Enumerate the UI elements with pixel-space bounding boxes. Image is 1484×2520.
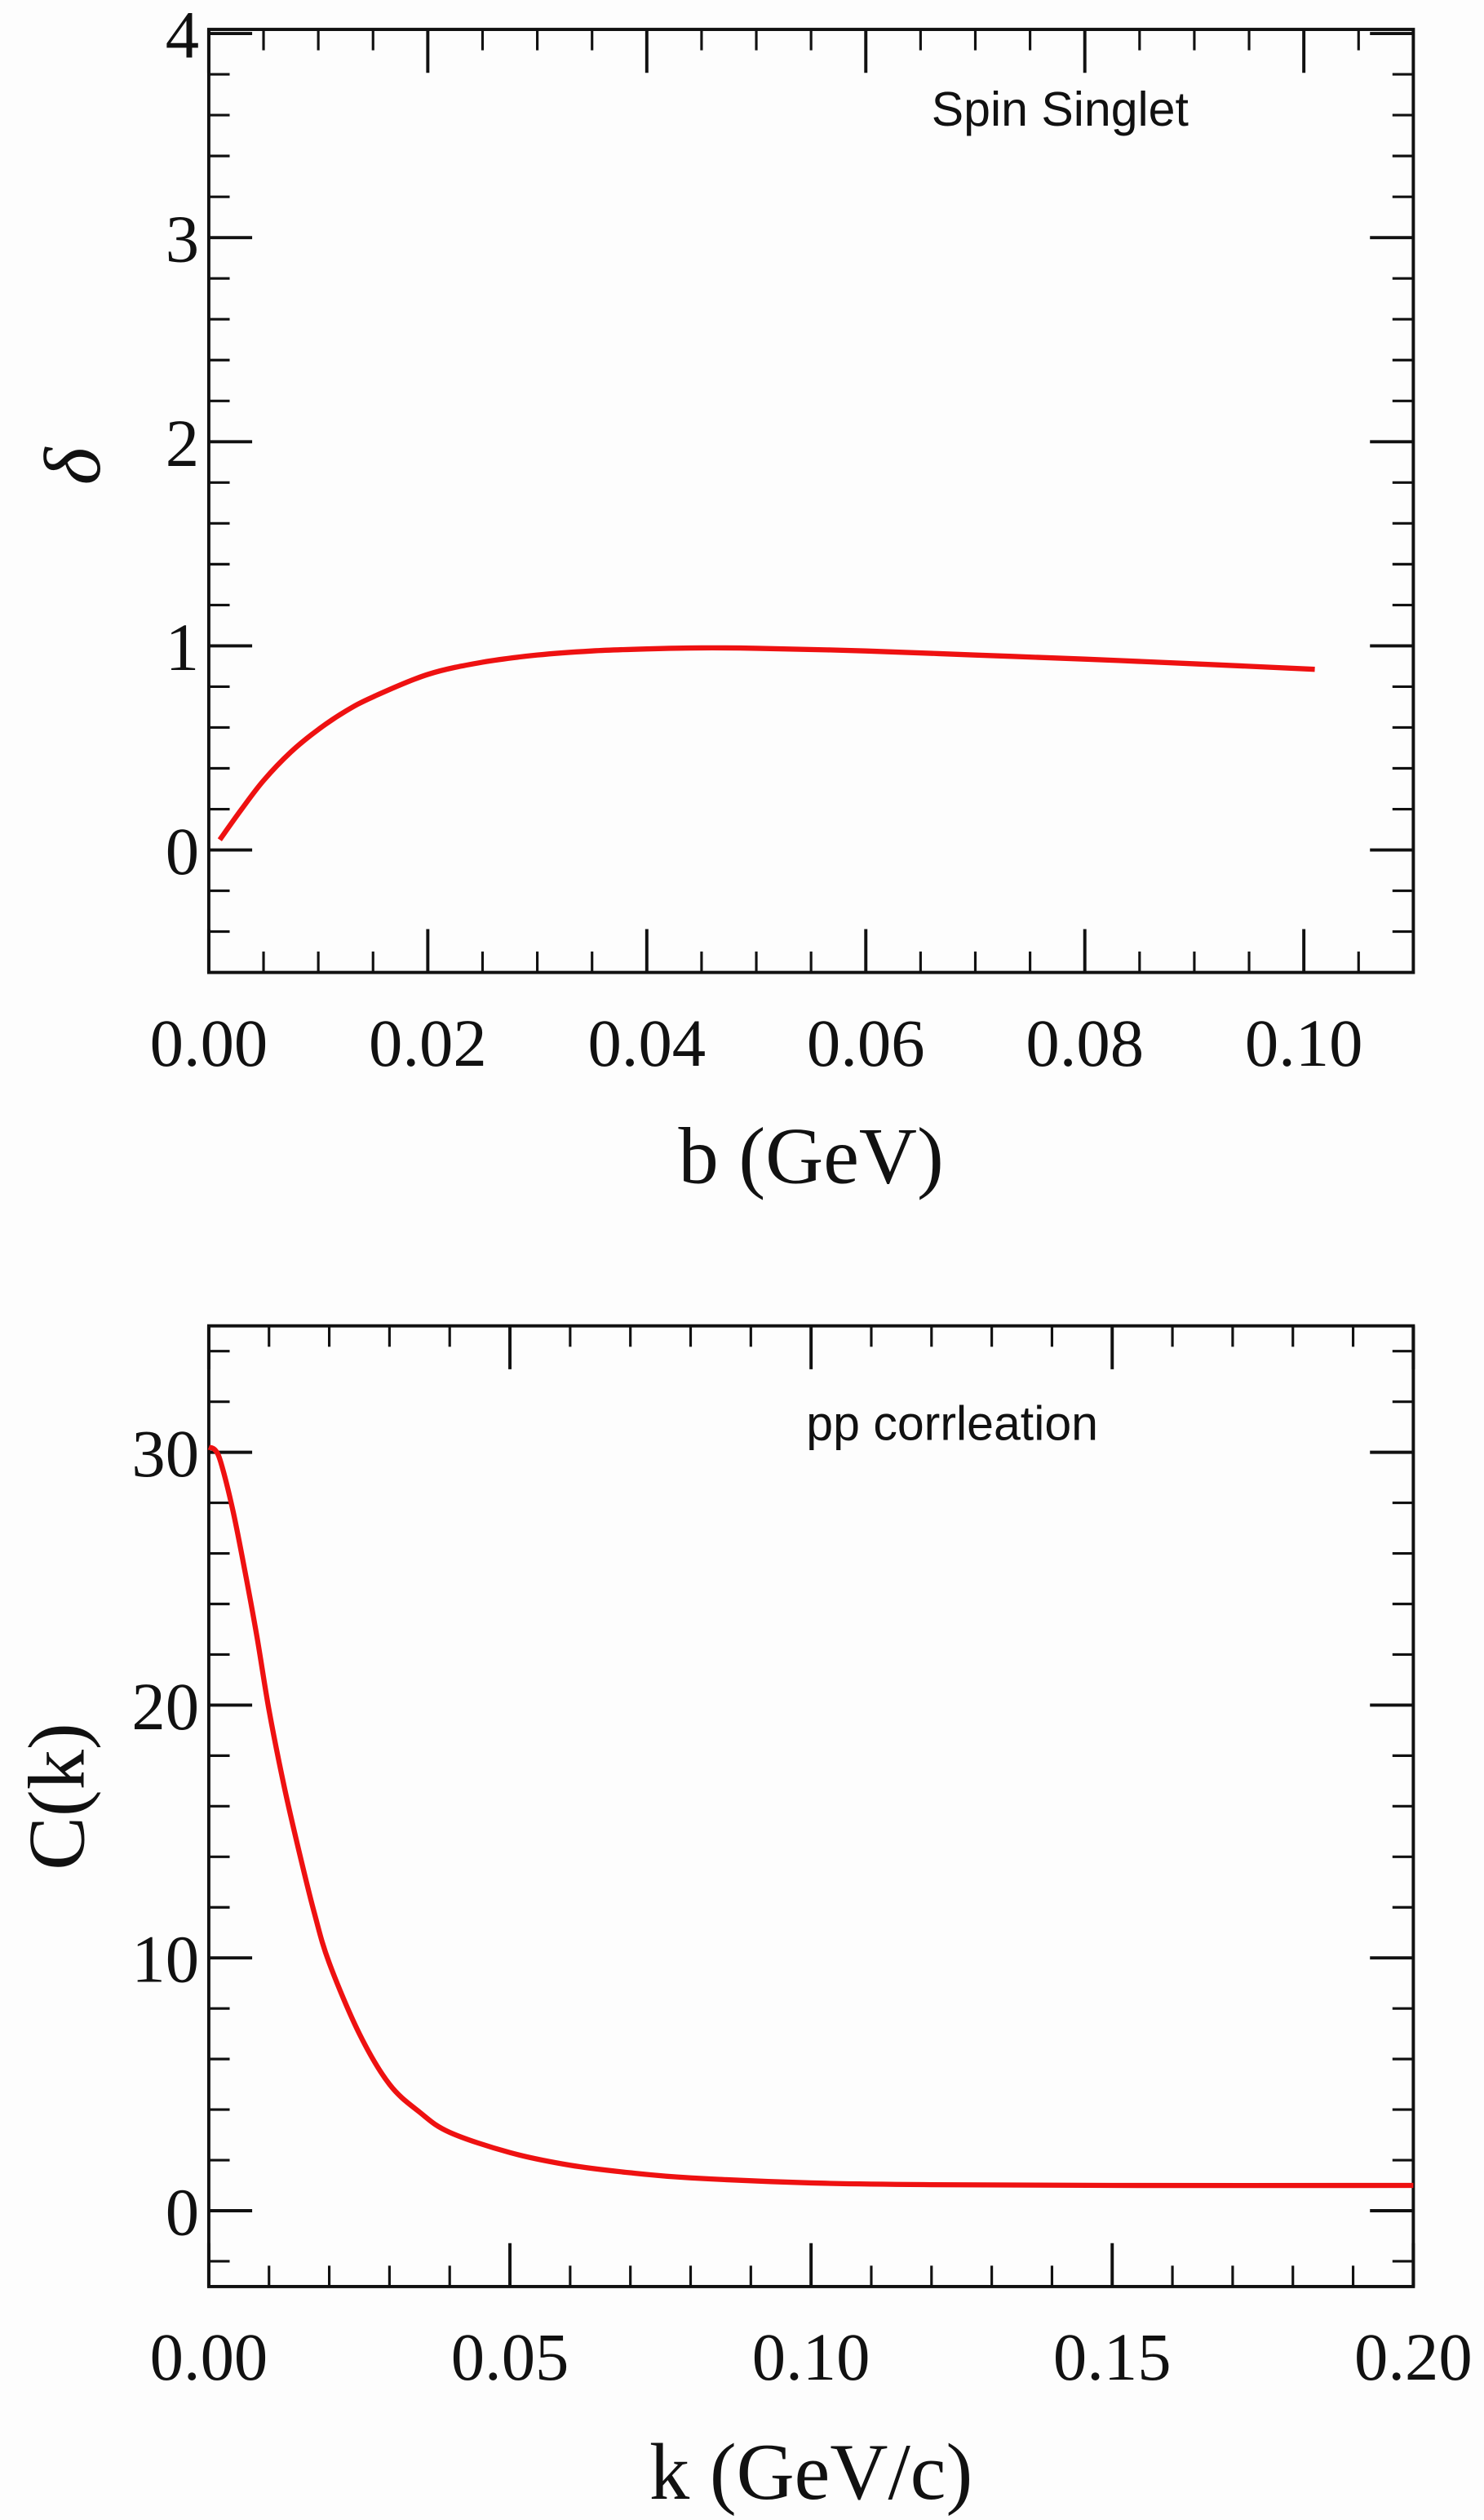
y-tick-label: 30 [131, 1416, 199, 1491]
x-tick-label: 0.06 [807, 1005, 925, 1080]
correlation-vs-k-panel: pp corrleation k (GeV/c) C(k) 0.00 0.05 0.… [12, 1324, 1473, 2517]
annotation-pp-correlation: pp corrleation [806, 1396, 1098, 1450]
y-tick-label: 10 [131, 1922, 199, 1997]
y-tick-label: 2 [166, 406, 199, 481]
x-tick-label: 0.02 [369, 1005, 487, 1080]
x-axis-label: b (GeV) [679, 1112, 944, 1201]
delta-vs-b-panel: Spin Singlet b (GeV) δ 0.00 0.02 0.04 0.06 0… [29, 0, 1415, 1201]
x-tick-label: 0.00 [150, 1005, 268, 1080]
x-tick-label: 0.04 [587, 1005, 706, 1080]
y-tick-label: 0 [166, 814, 199, 889]
x-tick-label: 0.08 [1026, 1005, 1144, 1080]
plot-frame [206, 1324, 1415, 2288]
plot-frame [206, 28, 1415, 974]
y-axis-label: δ [29, 446, 117, 485]
y-axis-label: C(k) [12, 1723, 101, 1870]
x-axis-label: k (GeV/c) [649, 2428, 972, 2517]
series-line [217, 645, 1315, 841]
y-tick-label: 3 [166, 202, 199, 277]
x-tick-label: 0.00 [150, 2319, 268, 2394]
y-tick-label: 4 [166, 0, 199, 73]
y-tick-label: 20 [131, 1669, 199, 1744]
x-tick-label: 0.10 [1245, 1005, 1363, 1080]
x-tick-label: 0.05 [451, 2319, 569, 2394]
x-tick-label: 0.15 [1053, 2319, 1172, 2394]
x-tick-label: 0.20 [1354, 2319, 1473, 2394]
x-tick-label: 0.10 [752, 2319, 870, 2394]
y-tick-label: 0 [166, 2175, 199, 2250]
annotation-spin-singlet: Spin Singlet [932, 82, 1189, 136]
series-line [207, 1444, 1414, 2189]
y-tick-label: 1 [166, 610, 199, 685]
